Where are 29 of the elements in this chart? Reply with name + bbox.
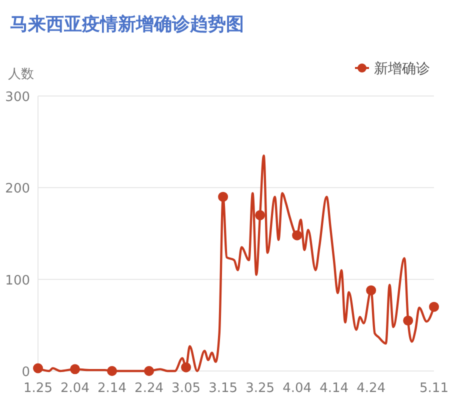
x-tick-label: 4.04 (282, 381, 312, 396)
x-tick-label: 1.25 (24, 381, 52, 396)
point (292, 230, 302, 240)
point (181, 362, 192, 372)
point (107, 366, 118, 376)
y-tick-label: 200 (5, 182, 30, 197)
y-axis-title: 人数 (8, 67, 34, 82)
x-tick-label: 4.24 (356, 381, 386, 396)
point (33, 363, 43, 374)
x-tick-label: 5.11 (420, 381, 448, 396)
y-tick-label: 300 (5, 90, 30, 105)
point (429, 302, 439, 312)
y-tick-label: 100 (5, 273, 30, 288)
x-tick-label: 3.25 (246, 381, 275, 396)
x-tick-label: 4.14 (320, 381, 349, 396)
point (70, 364, 80, 374)
x-tick-label: 3.15 (208, 381, 238, 396)
point (366, 285, 376, 296)
y-tick-label: 0 (22, 365, 30, 380)
x-tick-label: 2.24 (134, 381, 164, 396)
point (255, 210, 266, 220)
point (144, 366, 154, 376)
point (218, 192, 228, 202)
legend-label: 新增确诊 (374, 61, 430, 77)
x-tick-label: 2.14 (98, 381, 126, 396)
x-tick-label: 2.04 (60, 381, 90, 396)
point (403, 316, 414, 326)
chart-title: 马来西亚疫情新增确诊趋势图 (10, 14, 244, 35)
x-tick-label: 3.05 (172, 381, 201, 396)
